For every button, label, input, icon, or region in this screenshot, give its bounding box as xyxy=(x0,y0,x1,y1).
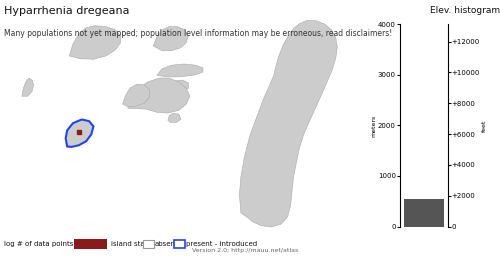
Polygon shape xyxy=(22,78,34,96)
Polygon shape xyxy=(240,20,338,227)
Text: Version 2.0; http://mauu.net/atlas: Version 2.0; http://mauu.net/atlas xyxy=(192,248,298,253)
Text: Many populations not yet mapped; population level information may be erroneous, : Many populations not yet mapped; populat… xyxy=(4,29,392,38)
Polygon shape xyxy=(122,84,150,107)
Y-axis label: feet: feet xyxy=(482,119,486,132)
Text: absent: absent xyxy=(155,241,179,247)
Polygon shape xyxy=(154,27,188,51)
Text: Elev. histogram: Elev. histogram xyxy=(430,6,500,15)
Polygon shape xyxy=(157,64,203,77)
Polygon shape xyxy=(70,26,120,59)
Text: present - introduced: present - introduced xyxy=(186,241,258,247)
Polygon shape xyxy=(168,113,181,123)
Polygon shape xyxy=(66,120,94,147)
Y-axis label: meters: meters xyxy=(372,114,376,136)
Bar xyxy=(404,199,444,227)
Text: Hyparrhenia dregeana: Hyparrhenia dregeana xyxy=(4,6,130,16)
Polygon shape xyxy=(166,80,188,93)
Text: log # of data points: log # of data points xyxy=(4,241,73,247)
Polygon shape xyxy=(128,78,190,113)
Text: island status: island status xyxy=(111,241,156,247)
